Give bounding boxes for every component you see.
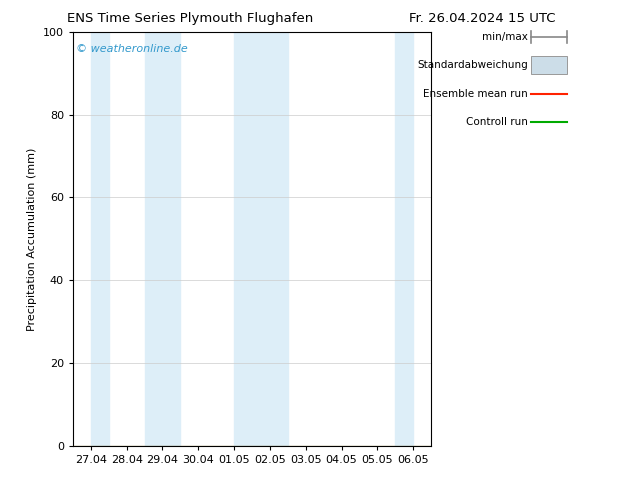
Text: Controll run: Controll run bbox=[466, 117, 528, 127]
Bar bbox=[91, 32, 109, 446]
Text: © weatheronline.de: © weatheronline.de bbox=[77, 44, 188, 54]
Text: ENS Time Series Plymouth Flughafen: ENS Time Series Plymouth Flughafen bbox=[67, 12, 313, 25]
Y-axis label: Precipitation Accumulation (mm): Precipitation Accumulation (mm) bbox=[27, 147, 37, 331]
Bar bbox=[395, 32, 413, 446]
Text: Fr. 26.04.2024 15 UTC: Fr. 26.04.2024 15 UTC bbox=[408, 12, 555, 25]
Bar bbox=[145, 32, 180, 446]
Text: Ensemble mean run: Ensemble mean run bbox=[424, 89, 528, 98]
Bar bbox=[234, 32, 288, 446]
Text: min/max: min/max bbox=[482, 32, 528, 42]
Text: Standardabweichung: Standardabweichung bbox=[417, 60, 528, 70]
